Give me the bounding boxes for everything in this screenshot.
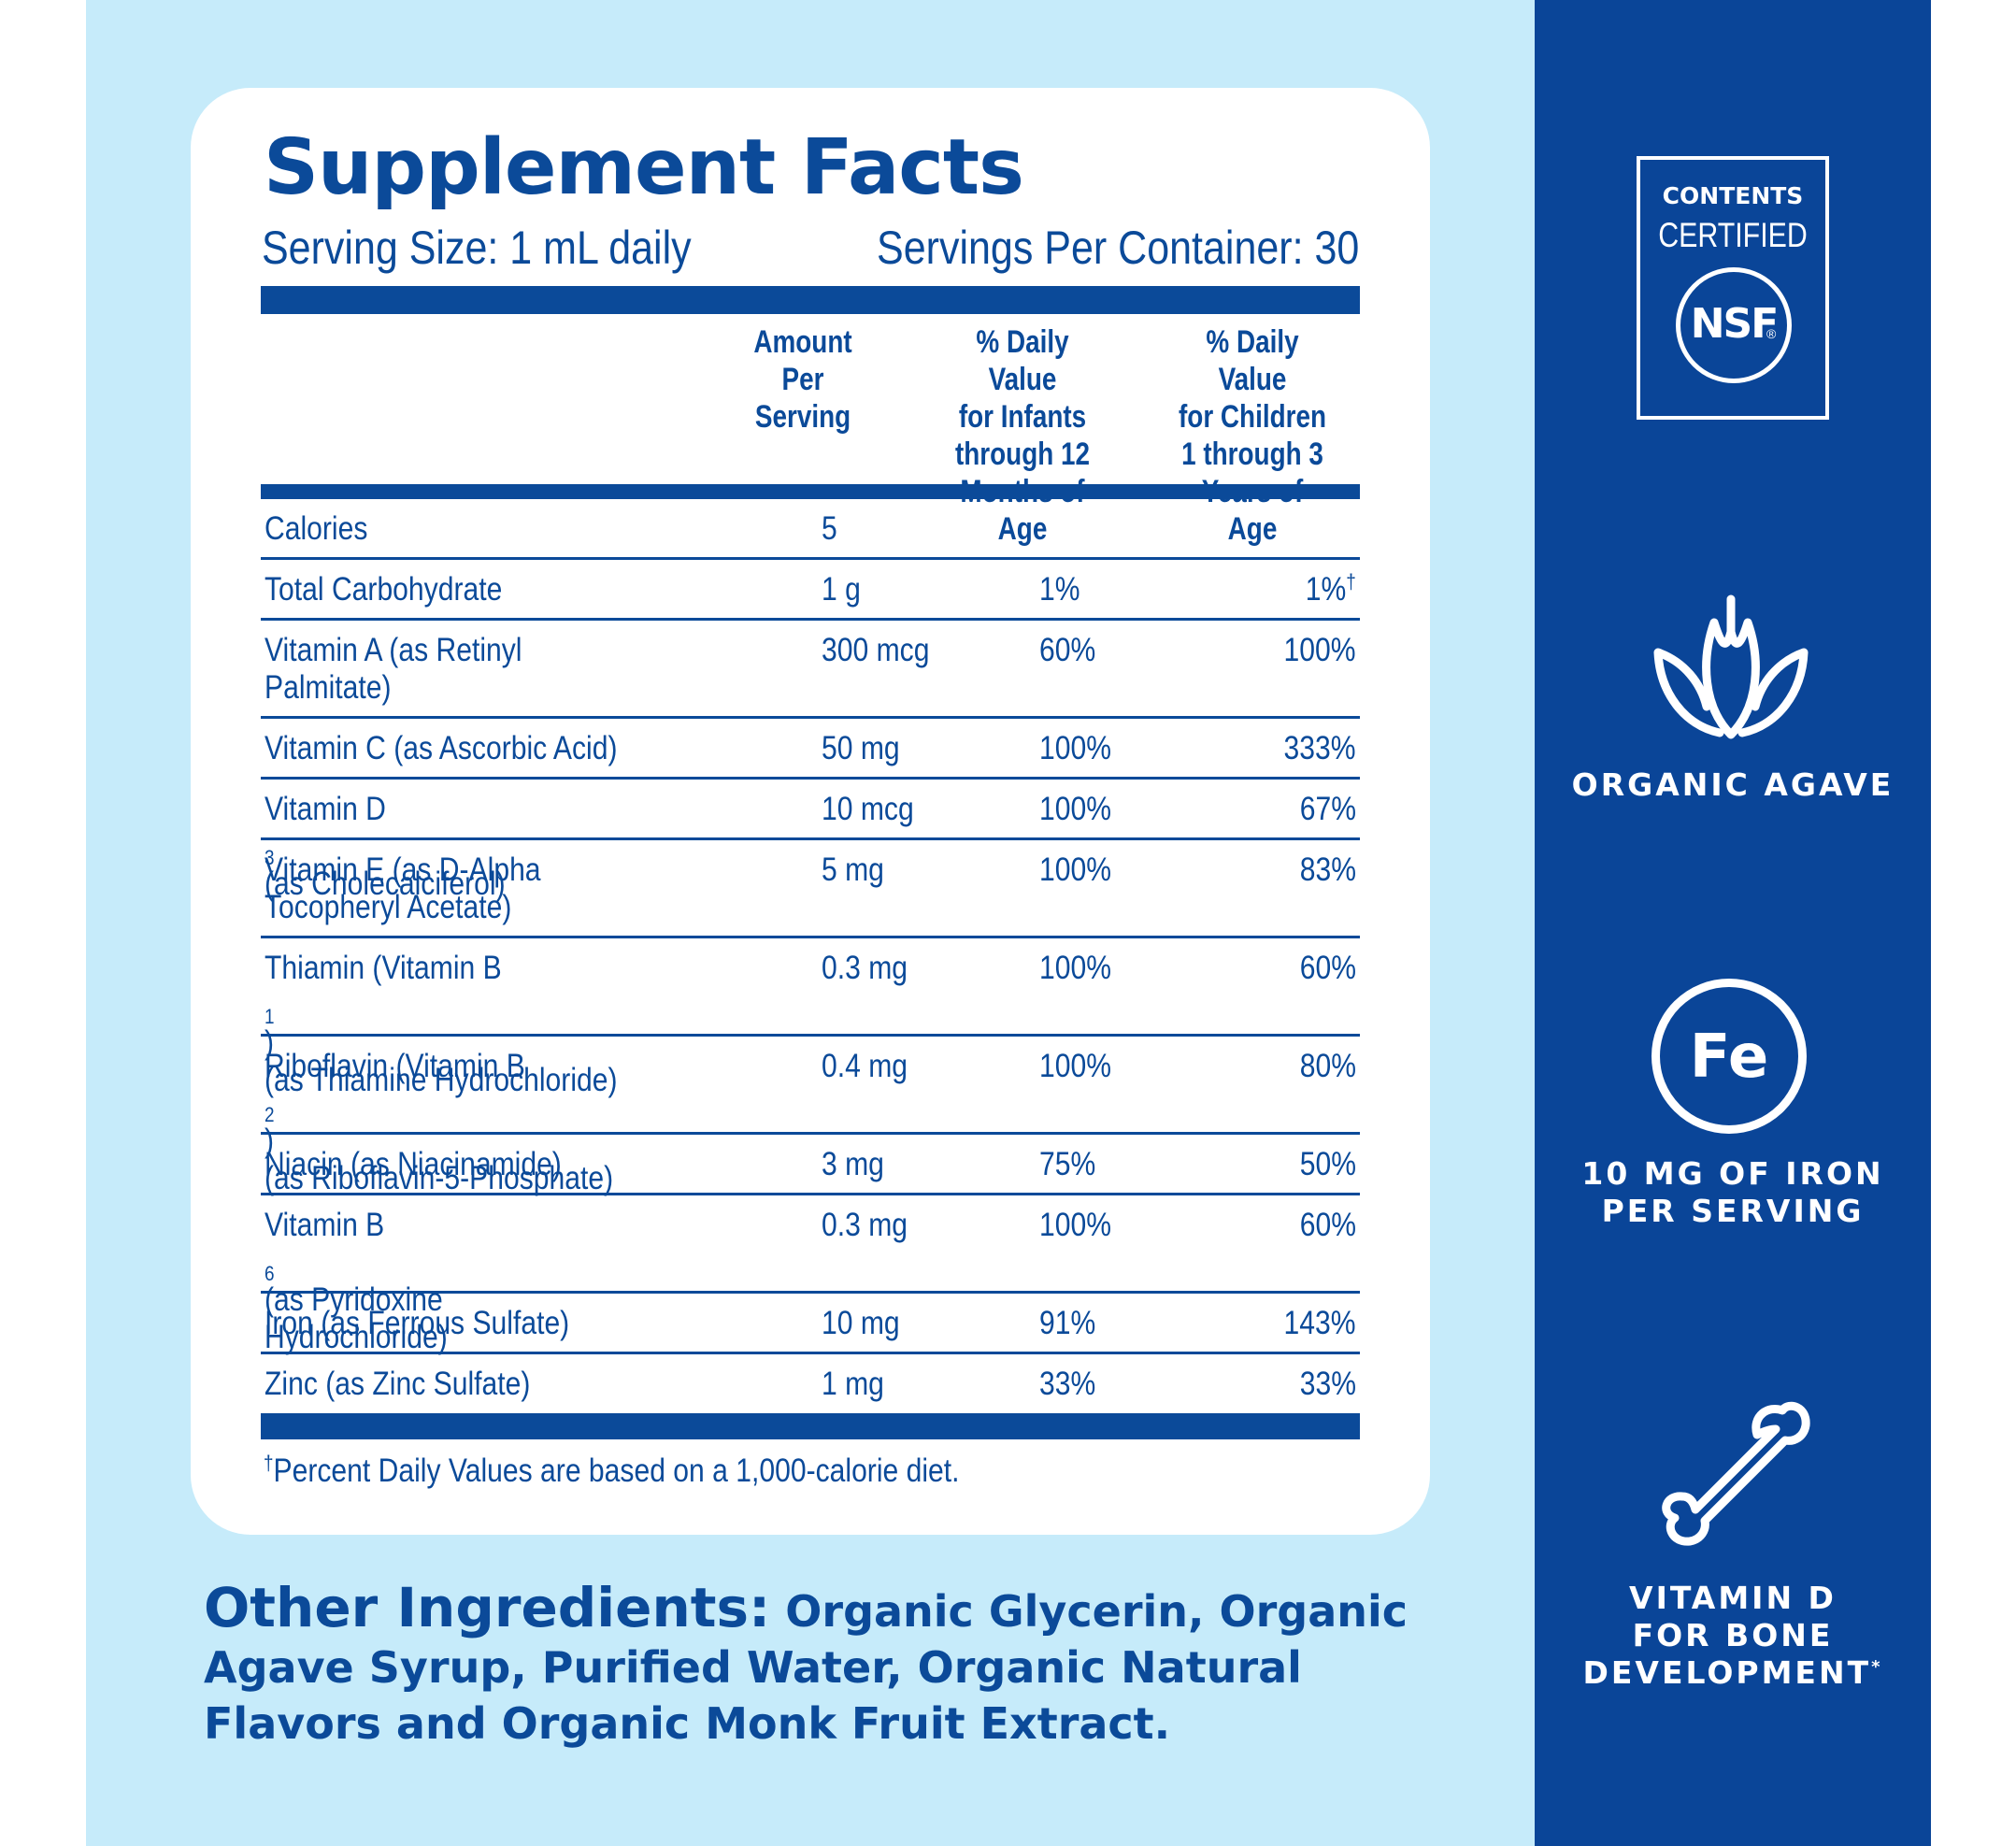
table-row: Riboflavin (Vitamin B 2) (as Riboflavin-5… [261, 1037, 1360, 1196]
bone-icon [1662, 1401, 1810, 1546]
bottom-thick-divider [261, 1413, 1360, 1439]
other-ingredients-label: Other Ingredients: [204, 1576, 771, 1639]
iron-label-line2: PER SERVING [1601, 1193, 1865, 1229]
bone-label-line1: VITAMIN D [1629, 1580, 1837, 1616]
nutrient-table: Calories 5 Total Carbohydrate 1 g 1% 1%†… [261, 499, 1360, 1412]
nsf-contents-label: CONTENTS [1662, 182, 1804, 209]
table-row: Total Carbohydrate 1 g 1% 1%† [261, 560, 1360, 621]
other-ingredients: Other Ingredients: Organic Glycerin, Org… [204, 1580, 1419, 1752]
table-row: Zinc (as Zinc Sulfate) 1 mg 33% 33% [265, 1366, 1356, 1402]
servings-per-container: Servings Per Container: 30 [876, 222, 1359, 274]
table-row: Vitamin A (as Retinyl Palmitate) 300 mcg… [261, 621, 1360, 719]
table-row: Iron (as Ferrous Sulfate) 10 mg 91% 143% [261, 1294, 1360, 1354]
column-header-amount: Amount Per Serving [753, 324, 852, 435]
agave-label: ORGANIC AGAVE [1571, 766, 1894, 803]
table-row: Vitamin E (as D-Alpha Tocopheryl Acetate… [261, 840, 1360, 938]
iron-label-line1: 10 MG OF IRON [1581, 1155, 1884, 1192]
table-row: Thiamin (Vitamin B 1) (as Thiamine Hydroc… [261, 938, 1360, 1098]
top-thick-divider [261, 286, 1360, 314]
serving-size: Serving Size: 1 mL daily [262, 222, 692, 274]
facts-title: Supplement Facts [264, 123, 1024, 212]
nsf-certified-badge: CONTENTS CERTIFIED NSF ® [1637, 156, 1829, 420]
other-ingredients-text: Organic Glycerin, Organic Agave Syrup, P… [204, 1586, 1408, 1749]
iron-circle-icon: Fe [1651, 979, 1807, 1134]
nsf-logo-icon: NSF ® [1676, 267, 1792, 383]
table-row: Vitamin C (as Ascorbic Acid) 50 mg 100% … [261, 719, 1360, 780]
nsf-certified-label: CERTIFIED [1658, 216, 1808, 254]
bone-label-line2: FOR BONE [1632, 1617, 1834, 1653]
column-header-infants: % Daily Value for Infants through 12 Mon… [954, 324, 1091, 547]
footnote: †Percent Daily Values are based on a 1,0… [264, 1451, 960, 1489]
column-header-children: % Daily Value for Children 1 through 3 Y… [1178, 324, 1326, 547]
table-row: Niacin (as Niacinamide) 3 mg 75% 50% [261, 1135, 1360, 1195]
header-divider [261, 484, 1360, 499]
table-row: Calories 5 [261, 499, 1360, 560]
agave-leaf-icon [1653, 594, 1809, 739]
bone-label-line3: DEVELOPMENT* [1582, 1654, 1883, 1691]
supplement-facts-card: Supplement Facts Serving Size: 1 mL dail… [191, 88, 1430, 1535]
